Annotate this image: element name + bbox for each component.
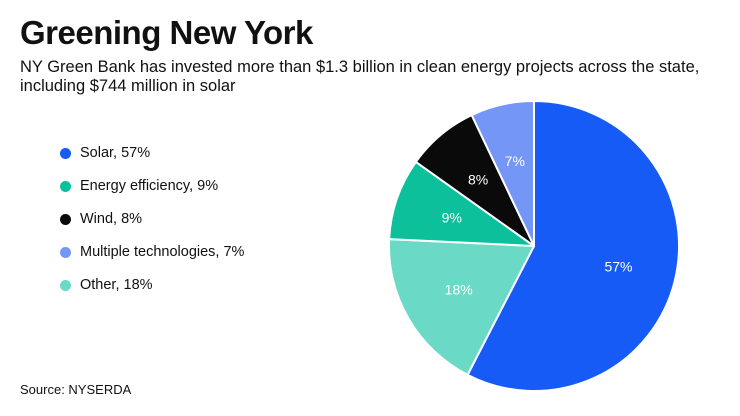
- legend-label-other: Other, 18%: [80, 277, 153, 293]
- chart-title: Greening New York: [20, 14, 313, 51]
- legend-item-other: Other, 18%: [60, 275, 244, 295]
- legend-swatch-other: [60, 279, 71, 291]
- legend-item-multiple-technologies: Multiple technologies, 7%: [60, 242, 244, 262]
- pie-slice-solar: [466, 100, 681, 392]
- legend-label-energy-efficiency: Energy efficiency, 9%: [80, 178, 219, 194]
- pie-label-multiple-technologies: 7%: [505, 153, 525, 169]
- legend: Solar, 57% Energy efficiency, 9% Wind, 8…: [60, 143, 244, 308]
- chart-subtitle: NY Green Bank has invested more than $1.…: [20, 58, 700, 95]
- pie-slice-energy-efficiency: [388, 160, 535, 247]
- pie-label-energy-efficiency: 9%: [442, 210, 462, 226]
- legend-label-multiple-technologies: Multiple technologies, 7%: [80, 244, 245, 260]
- source-note: Source: NYSERDA: [20, 382, 132, 397]
- legend-swatch-solar: [60, 147, 71, 159]
- legend-item-solar: Solar, 57%: [60, 143, 244, 163]
- legend-swatch-energy-efficiency: [60, 180, 71, 192]
- pie-slice-multiple-technologies: [470, 100, 535, 247]
- pie-slice-other: [388, 238, 535, 376]
- pie-label-solar: 57%: [604, 259, 632, 275]
- pie-label-wind: 8%: [468, 171, 488, 187]
- legend-label-solar: Solar, 57%: [80, 145, 151, 161]
- legend-swatch-multiple-technologies: [60, 246, 71, 258]
- legend-swatch-wind: [60, 213, 71, 225]
- legend-label-wind: Wind, 8%: [80, 211, 143, 227]
- pie-label-other: 18%: [445, 282, 473, 298]
- legend-item-energy-efficiency: Energy efficiency, 9%: [60, 176, 244, 196]
- legend-item-wind: Wind, 8%: [60, 209, 244, 229]
